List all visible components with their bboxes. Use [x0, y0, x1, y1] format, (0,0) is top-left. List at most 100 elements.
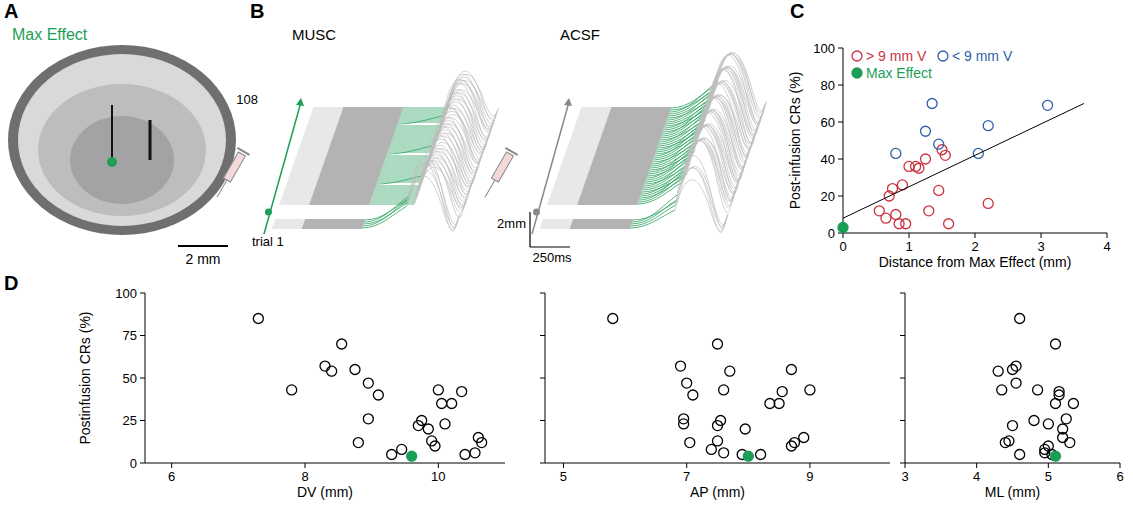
trace-cs	[582, 190, 642, 191]
trace-pre	[288, 180, 318, 181]
trace-cr	[391, 144, 436, 145]
point	[786, 365, 796, 375]
arrow-head	[296, 98, 304, 106]
trace-cs	[604, 128, 664, 129]
panel-letter: C	[790, 0, 804, 22]
trace-cs	[589, 170, 649, 171]
trace-ur	[418, 151, 469, 207]
point	[924, 206, 934, 216]
point	[407, 451, 417, 461]
point	[608, 314, 618, 324]
trace-pre	[572, 134, 602, 135]
figure: ABCDMax Effect2 mmMUSCACSF108trial 12mm2…	[0, 0, 1133, 517]
point	[447, 399, 457, 409]
point	[688, 390, 698, 400]
point	[363, 378, 373, 388]
y-tick-label: 50	[123, 371, 137, 386]
trace-pre	[560, 168, 590, 169]
trace-pre	[273, 224, 303, 225]
trace-cr	[400, 116, 445, 117]
trace-cs	[581, 194, 641, 195]
trace-pre	[296, 158, 326, 159]
point	[1043, 419, 1053, 429]
trace-cr	[379, 178, 424, 179]
trace-pre	[286, 186, 316, 187]
trace-cr	[378, 180, 423, 181]
y-tick-label: 60	[821, 115, 835, 130]
trace-pre	[284, 190, 314, 191]
trace-cs	[339, 120, 399, 121]
trace-cs	[303, 224, 363, 225]
musc-traces	[272, 71, 499, 231]
trace-pre	[292, 168, 322, 169]
y-tick-label: 0	[130, 456, 137, 471]
trace-ur	[707, 70, 758, 139]
trace-cs	[316, 186, 376, 187]
y-tick	[140, 420, 145, 421]
trace-ur	[697, 98, 748, 169]
point	[838, 222, 848, 232]
trace-cs	[319, 176, 379, 177]
trace-pre	[570, 140, 600, 141]
trace-cs	[609, 114, 669, 115]
trace-cs	[304, 222, 364, 223]
trace-pre	[566, 150, 596, 151]
trace-cs	[317, 184, 377, 185]
trace-cs	[586, 180, 646, 181]
trace-cr	[388, 152, 433, 153]
trace-cs	[603, 132, 663, 133]
trace-cs	[596, 150, 656, 151]
trace-cs	[603, 130, 663, 131]
point	[891, 210, 901, 220]
trace-pre	[541, 224, 571, 225]
trace-ur	[712, 55, 763, 125]
legend-label: > 9 mm V	[866, 48, 927, 64]
trace-pre	[294, 162, 324, 163]
x-axis	[545, 463, 890, 464]
y-tick	[900, 378, 905, 379]
trace-cs	[336, 128, 396, 129]
trace-cr	[391, 142, 436, 143]
trace-cs	[592, 164, 652, 165]
y-tick	[540, 378, 545, 379]
trace-cs	[342, 112, 402, 113]
point	[350, 365, 360, 375]
trace-pre	[578, 116, 608, 117]
trace-cs	[324, 162, 384, 163]
trace-pre	[558, 174, 588, 175]
point	[327, 366, 337, 376]
trace-pre	[564, 156, 594, 157]
syringe-body	[223, 152, 245, 182]
panel-title: MUSC	[292, 26, 336, 43]
x-tick	[843, 233, 844, 238]
trace-cs	[596, 152, 656, 153]
trace-cs	[320, 174, 380, 175]
trace-cr	[402, 112, 447, 113]
trace-pre	[280, 204, 310, 205]
trace-pre	[304, 134, 334, 135]
trace-pre	[295, 160, 325, 161]
trace-cr	[395, 132, 440, 133]
slice-inner	[38, 84, 206, 216]
point	[706, 444, 716, 454]
legend-label: Max Effect	[866, 65, 932, 81]
trace-ur	[675, 180, 726, 231]
scale-bar	[530, 246, 570, 247]
trace-cs	[333, 136, 393, 137]
point	[1011, 378, 1021, 388]
trace-cr	[398, 116, 443, 124]
point	[685, 438, 695, 448]
trace-cs	[592, 162, 652, 163]
x-tick	[809, 463, 810, 468]
point	[423, 424, 433, 434]
point	[786, 441, 796, 451]
trace-pre	[280, 202, 310, 203]
trace-pre	[550, 196, 580, 197]
legend: > 9 mm V< 9 mm VMax Effect	[852, 48, 1013, 81]
y-tick-label: 0	[828, 226, 835, 241]
trace-cs	[595, 154, 655, 155]
x-tick	[171, 463, 172, 468]
trace-cs	[610, 112, 670, 113]
x-tick-label: 1	[905, 239, 912, 254]
y-tick-label: 20	[821, 189, 835, 204]
